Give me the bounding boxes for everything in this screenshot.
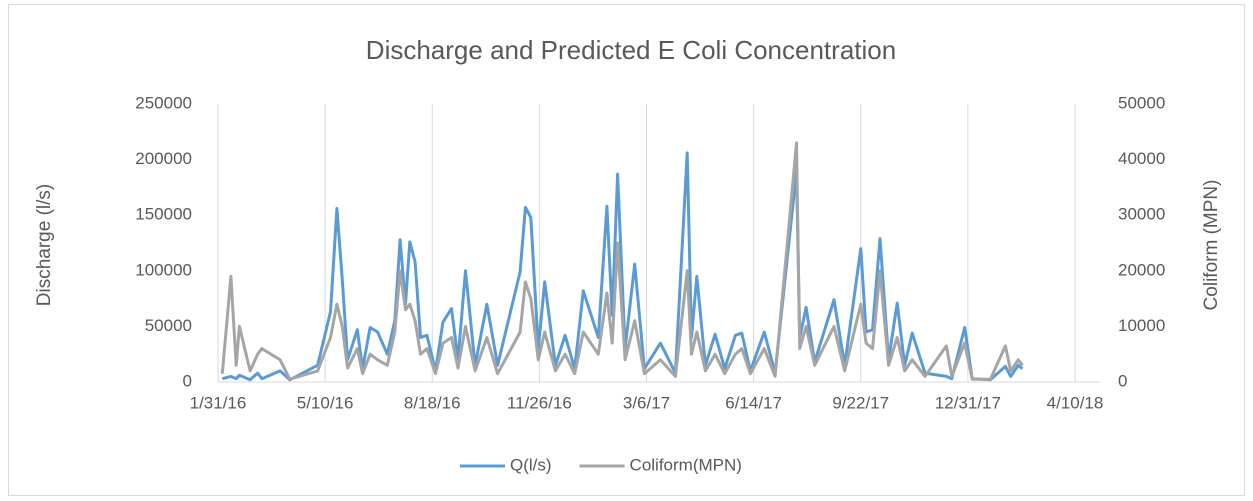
y2-tick-label: 20000 — [1118, 260, 1165, 279]
y2-tick-label: 40000 — [1118, 149, 1165, 168]
chart-border — [8, 4, 1245, 496]
x-tick-label: 11/26/16 — [507, 393, 572, 412]
y2-tick-label: 0 — [1118, 371, 1127, 390]
x-tick-label: 1/31/16 — [190, 393, 247, 412]
series-line — [221, 151, 1024, 382]
y-tick-label: 200000 — [135, 149, 192, 168]
y-tick-label: 150000 — [135, 205, 192, 224]
x-tick-label: 5/10/16 — [297, 393, 354, 412]
y-axis-label: Discharge (l/s) — [34, 184, 55, 306]
y2-tick-label: 50000 — [1118, 93, 1165, 112]
y2-axis-label: Coliform (MPN) — [1201, 180, 1222, 311]
x-tick-label: 9/22/17 — [832, 393, 889, 412]
series-line — [220, 141, 1024, 381]
y-tick-label: 0 — [183, 371, 192, 390]
y-tick-label: 100000 — [135, 260, 192, 279]
y2-tick-label: 10000 — [1118, 316, 1165, 335]
x-tick-label: 6/14/17 — [725, 393, 782, 412]
legend-label: Q(l/s) — [510, 455, 552, 474]
y2-tick-label: 30000 — [1118, 205, 1165, 224]
y-tick-label: 250000 — [135, 93, 192, 112]
x-tick-label: 8/18/16 — [404, 393, 461, 412]
chart-title: Discharge and Predicted E Coli Concentra… — [366, 35, 896, 65]
x-tick-label: 3/6/17 — [623, 393, 670, 412]
y-tick-label: 50000 — [145, 316, 192, 335]
x-tick-label: 12/31/17 — [935, 393, 1001, 412]
legend-label: Coliform(MPN) — [630, 455, 742, 474]
x-tick-label: 4/10/18 — [1047, 393, 1104, 412]
